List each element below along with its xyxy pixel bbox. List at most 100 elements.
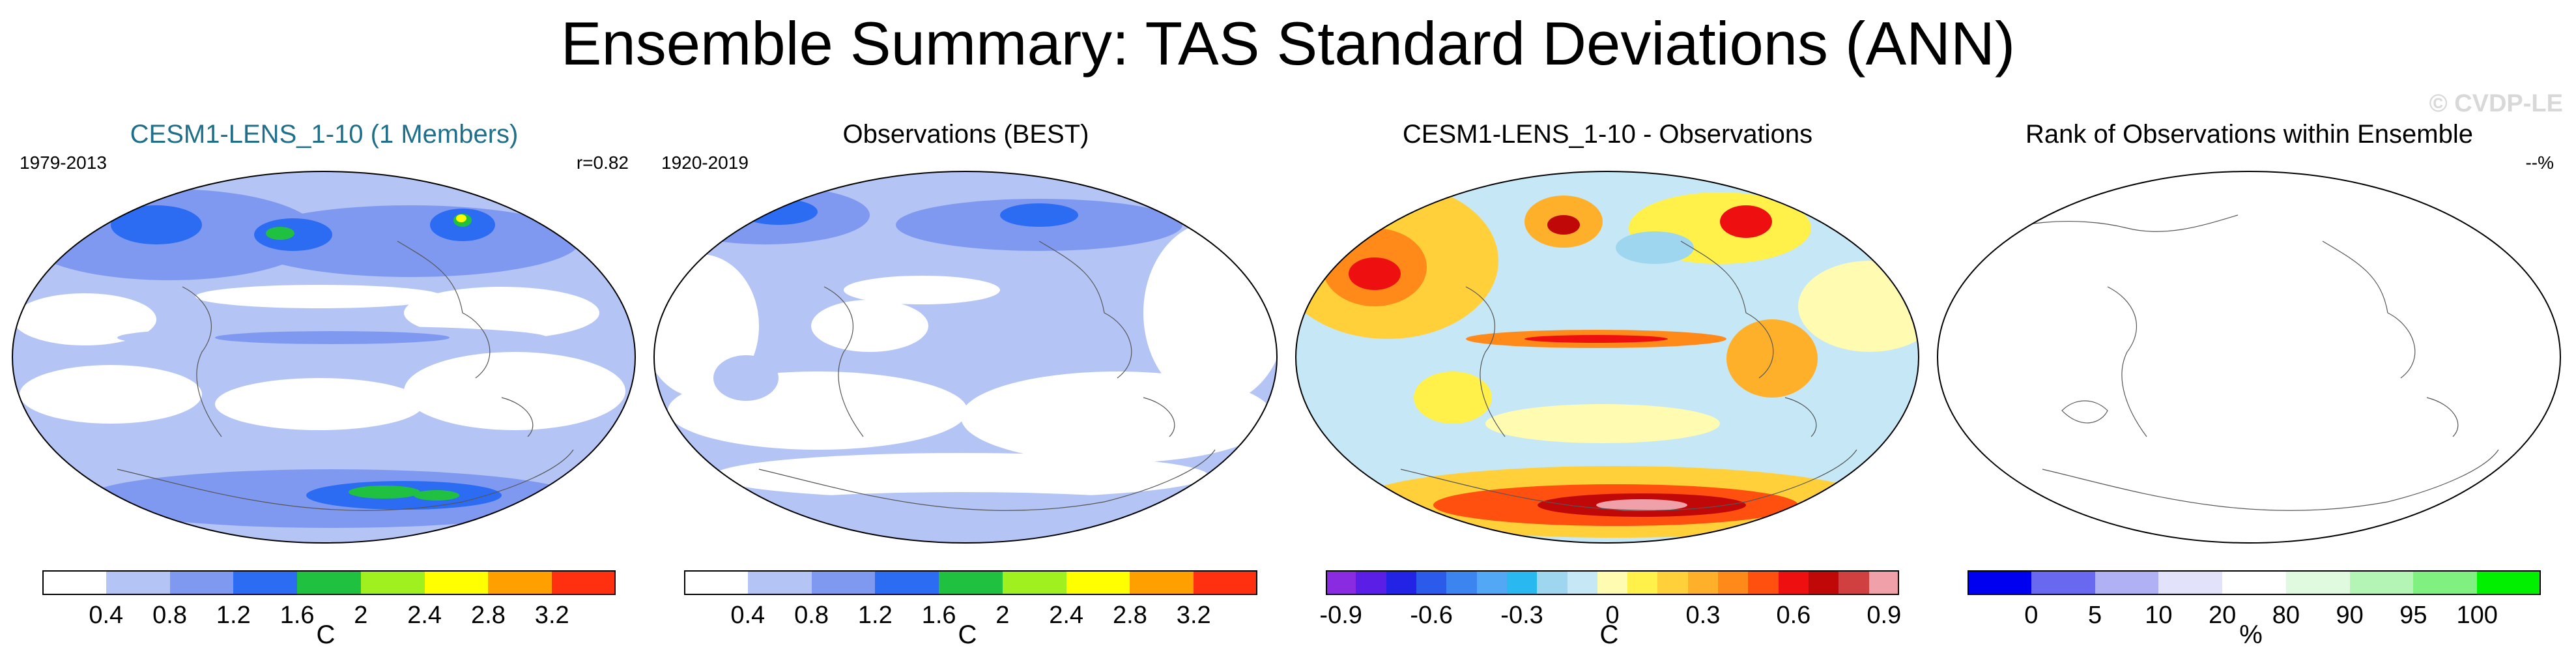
unit-label: C: [958, 620, 977, 649]
field-region: [266, 227, 294, 240]
colorbar-swatch: [939, 570, 1003, 595]
colorbar-tick-label: 20: [2208, 602, 2237, 629]
coastline: [1465, 240, 1817, 437]
colorbar-tick-label: 0: [1605, 602, 1620, 629]
colorbar-tick-label: 100: [2456, 602, 2498, 629]
colorbar-swatch: [360, 570, 425, 595]
field-region: [713, 453, 1209, 499]
colorbar-swatch: [488, 570, 552, 595]
colorbar-swatch: [1748, 570, 1779, 595]
colorbar-tick-label: 0.8: [794, 602, 829, 629]
field-region: [13, 293, 156, 345]
field-region: [811, 300, 928, 352]
colorbar-tick-label: 2.4: [1049, 602, 1084, 629]
period-label: 1920-2019: [661, 153, 749, 173]
colorbar-swatch: [875, 570, 939, 595]
field-region: [1524, 335, 1668, 343]
colorbar-swatch: [1356, 570, 1387, 595]
coastline: [758, 449, 1216, 511]
page-title: Ensemble Summary: TAS Standard Deviation…: [560, 9, 2016, 78]
colorbar-swatch: [1687, 570, 1719, 595]
colorbar-swatch: [297, 570, 362, 595]
colorbar-tick-label: 0.6: [1776, 602, 1811, 629]
panel-title: CESM1-LENS_1-10 (1 Members): [130, 120, 519, 149]
field-region: [20, 365, 202, 424]
map-observations: [653, 171, 1278, 544]
field-region: [1414, 371, 1492, 424]
colorbar-swatch: [42, 570, 107, 595]
field-region: [215, 378, 423, 430]
colorbar-swatch: [1778, 570, 1809, 595]
field-region: [668, 371, 967, 450]
colorbar-tick-label: 0.3: [1685, 602, 1721, 629]
panel-model: CESM1-LENS_1-10 (1 Members) 1979-2013 r=…: [7, 117, 642, 670]
colorbar-tick-label: 1.2: [857, 602, 893, 629]
map-border: [1937, 171, 2561, 544]
coastline: [182, 240, 534, 437]
field-region: [1616, 231, 1694, 264]
colorbar-swatch: [1718, 570, 1749, 595]
colorbar-swatch: [1657, 570, 1689, 595]
field-region: [111, 205, 202, 244]
map-border: [1295, 171, 1919, 544]
colorbar-swatch: [1130, 570, 1194, 595]
field-region: [713, 355, 779, 401]
colorbar-swatch: [811, 570, 876, 595]
colorbar-tick-label: 2.8: [1113, 602, 1147, 629]
colorbar-swatch: [1537, 570, 1568, 595]
colorbar-tick-label: 3.2: [1176, 602, 1211, 629]
colorbar-swatch: [2095, 570, 2159, 595]
colorbar-swatch: [1567, 570, 1598, 595]
colorbar-swatch: [1627, 570, 1658, 595]
panel-difference: CESM1-LENS_1-10 - Observations: [1290, 117, 1925, 670]
colorbar-tick-label: 1.6: [921, 602, 956, 629]
field-region: [844, 276, 1000, 304]
colorbar-swatch: [552, 570, 616, 595]
colorbar-swatch: [1968, 570, 2032, 595]
panel-title: Rank of Observations within Ensemble: [2025, 120, 2473, 149]
colorbar-swatch: [1194, 570, 1258, 595]
colorbar-swatch: [233, 570, 298, 595]
map-border: [653, 171, 1278, 544]
colorbar-tick-label: 10: [2145, 602, 2173, 629]
coastline: [823, 240, 1175, 437]
map-background: [1938, 171, 2560, 543]
field-region: [349, 486, 420, 499]
period-label: 1979-2013: [20, 153, 107, 173]
colorbar-tick-label: 1.2: [216, 602, 251, 629]
colorbar-swatch: [1066, 570, 1130, 595]
colorbar-tick-label: 2: [995, 602, 1010, 629]
colorbar-swatch: [2349, 570, 2414, 595]
colorbar-tick-label: -0.9: [1319, 602, 1362, 629]
colorbar-swatch: [747, 570, 812, 595]
field-region: [414, 490, 459, 501]
colorbar-swatch: [2477, 570, 2541, 595]
coastline: [2042, 449, 2499, 511]
unit-label: C: [316, 620, 336, 649]
watermark: © CVDP-LE: [2429, 90, 2563, 117]
field-region: [215, 331, 450, 344]
field-region: [1726, 319, 1818, 398]
map-border: [12, 171, 636, 544]
panel-title: Observations (BEST): [842, 120, 1089, 149]
field-region: [456, 214, 466, 222]
colorbar-tick-label: 2.4: [407, 602, 442, 629]
panel-rank: Rank of Observations within Ensemble --%…: [1932, 117, 2567, 670]
coastline: [1400, 449, 1857, 511]
field-region: [739, 199, 818, 225]
map-difference: [1295, 171, 1919, 544]
colorbar-tick-label: 0.8: [152, 602, 187, 629]
colorbar-swatch: [1809, 570, 1839, 595]
field-region: [961, 371, 1274, 463]
colorbar-swatch: [2285, 570, 2351, 595]
panel-title: CESM1-LENS_1-10 - Observations: [1402, 120, 1813, 149]
colorbar-tick-label: 0: [2024, 602, 2039, 629]
colorbar-tick-label: 95: [2399, 602, 2427, 629]
colorbar-swatch: [424, 570, 489, 595]
colorbar-tick-label: 0.4: [730, 602, 766, 629]
colorbar-swatch: [1597, 570, 1628, 595]
colorbar-tick-label: -0.3: [1500, 602, 1543, 629]
colorbar-swatch: [1839, 570, 1870, 595]
field-region: [241, 205, 580, 277]
coastline: [2061, 400, 2108, 424]
